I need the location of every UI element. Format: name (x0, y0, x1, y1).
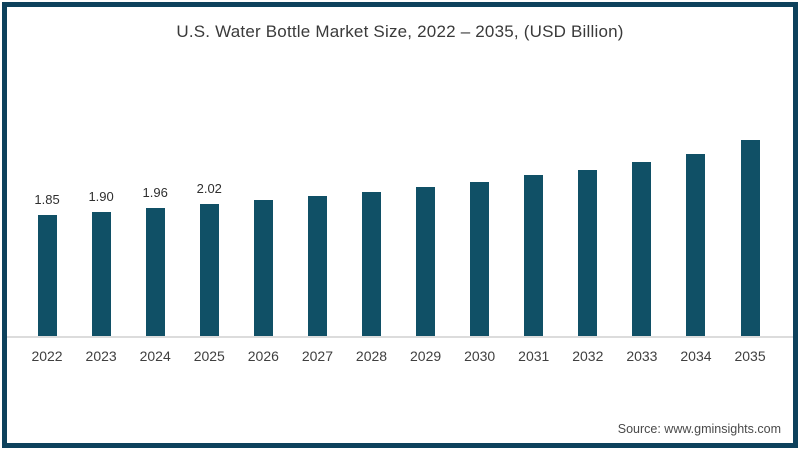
x-axis-label: 2032 (572, 348, 604, 364)
bar-group (236, 7, 290, 336)
bar (253, 200, 273, 336)
bar (578, 170, 598, 336)
x-axis-label: 2025 (193, 348, 225, 364)
x-axis-label: 2028 (355, 348, 388, 364)
x-axis-label: 2024 (139, 348, 171, 364)
x-axis-line (7, 336, 793, 338)
bar (37, 215, 57, 336)
bar-group (723, 7, 777, 336)
bar-value-label: 1.96 (142, 185, 168, 200)
bar (524, 175, 544, 336)
bar (740, 140, 760, 336)
plot-area: 1.85 1.90 1.96 2.02 (20, 7, 777, 336)
x-axis-label: 2033 (626, 348, 658, 364)
bar-group: 1.90 (74, 7, 128, 336)
bar-group: 1.96 (128, 7, 182, 336)
x-axis-label: 2026 (247, 348, 279, 364)
x-axis-label: 2029 (410, 348, 442, 364)
bar-group (290, 7, 344, 336)
bar-value-label: 2.02 (196, 181, 222, 196)
bar-group (453, 7, 507, 336)
bar (307, 196, 327, 336)
bar (632, 162, 652, 336)
bar (91, 212, 111, 336)
bar (416, 187, 436, 336)
bar-group: 1.85 (20, 7, 74, 336)
bar-group (561, 7, 615, 336)
x-axis-label: 2023 (85, 348, 117, 364)
bar-group (669, 7, 723, 336)
bar (362, 192, 381, 336)
bar (145, 208, 165, 336)
x-axis-label: 2030 (464, 348, 496, 364)
source-attribution: Source: www.gminsights.com (617, 422, 781, 436)
bar-value-label: 1.90 (88, 189, 114, 204)
bar-group (344, 7, 398, 336)
chart-title: U.S. Water Bottle Market Size, 2022 – 20… (176, 22, 624, 41)
bar-group (399, 7, 453, 336)
x-axis-label: 2031 (518, 348, 550, 364)
x-axis-labels: 2022 2023 2024 2025 2026 2027 2028 2029 2030 2031… (20, 338, 777, 364)
x-axis-label: 2034 (680, 348, 712, 364)
bar-group (615, 7, 669, 336)
bar (199, 204, 219, 336)
bar-group (507, 7, 561, 336)
x-axis-label: 2022 (31, 348, 63, 364)
x-axis-label: 2027 (301, 348, 333, 364)
bar (686, 154, 706, 336)
x-axis-label: 2035 (734, 348, 766, 364)
bar (470, 182, 490, 336)
bar-group: 2.02 (182, 7, 236, 336)
bar-value-label: 1.85 (34, 192, 60, 207)
